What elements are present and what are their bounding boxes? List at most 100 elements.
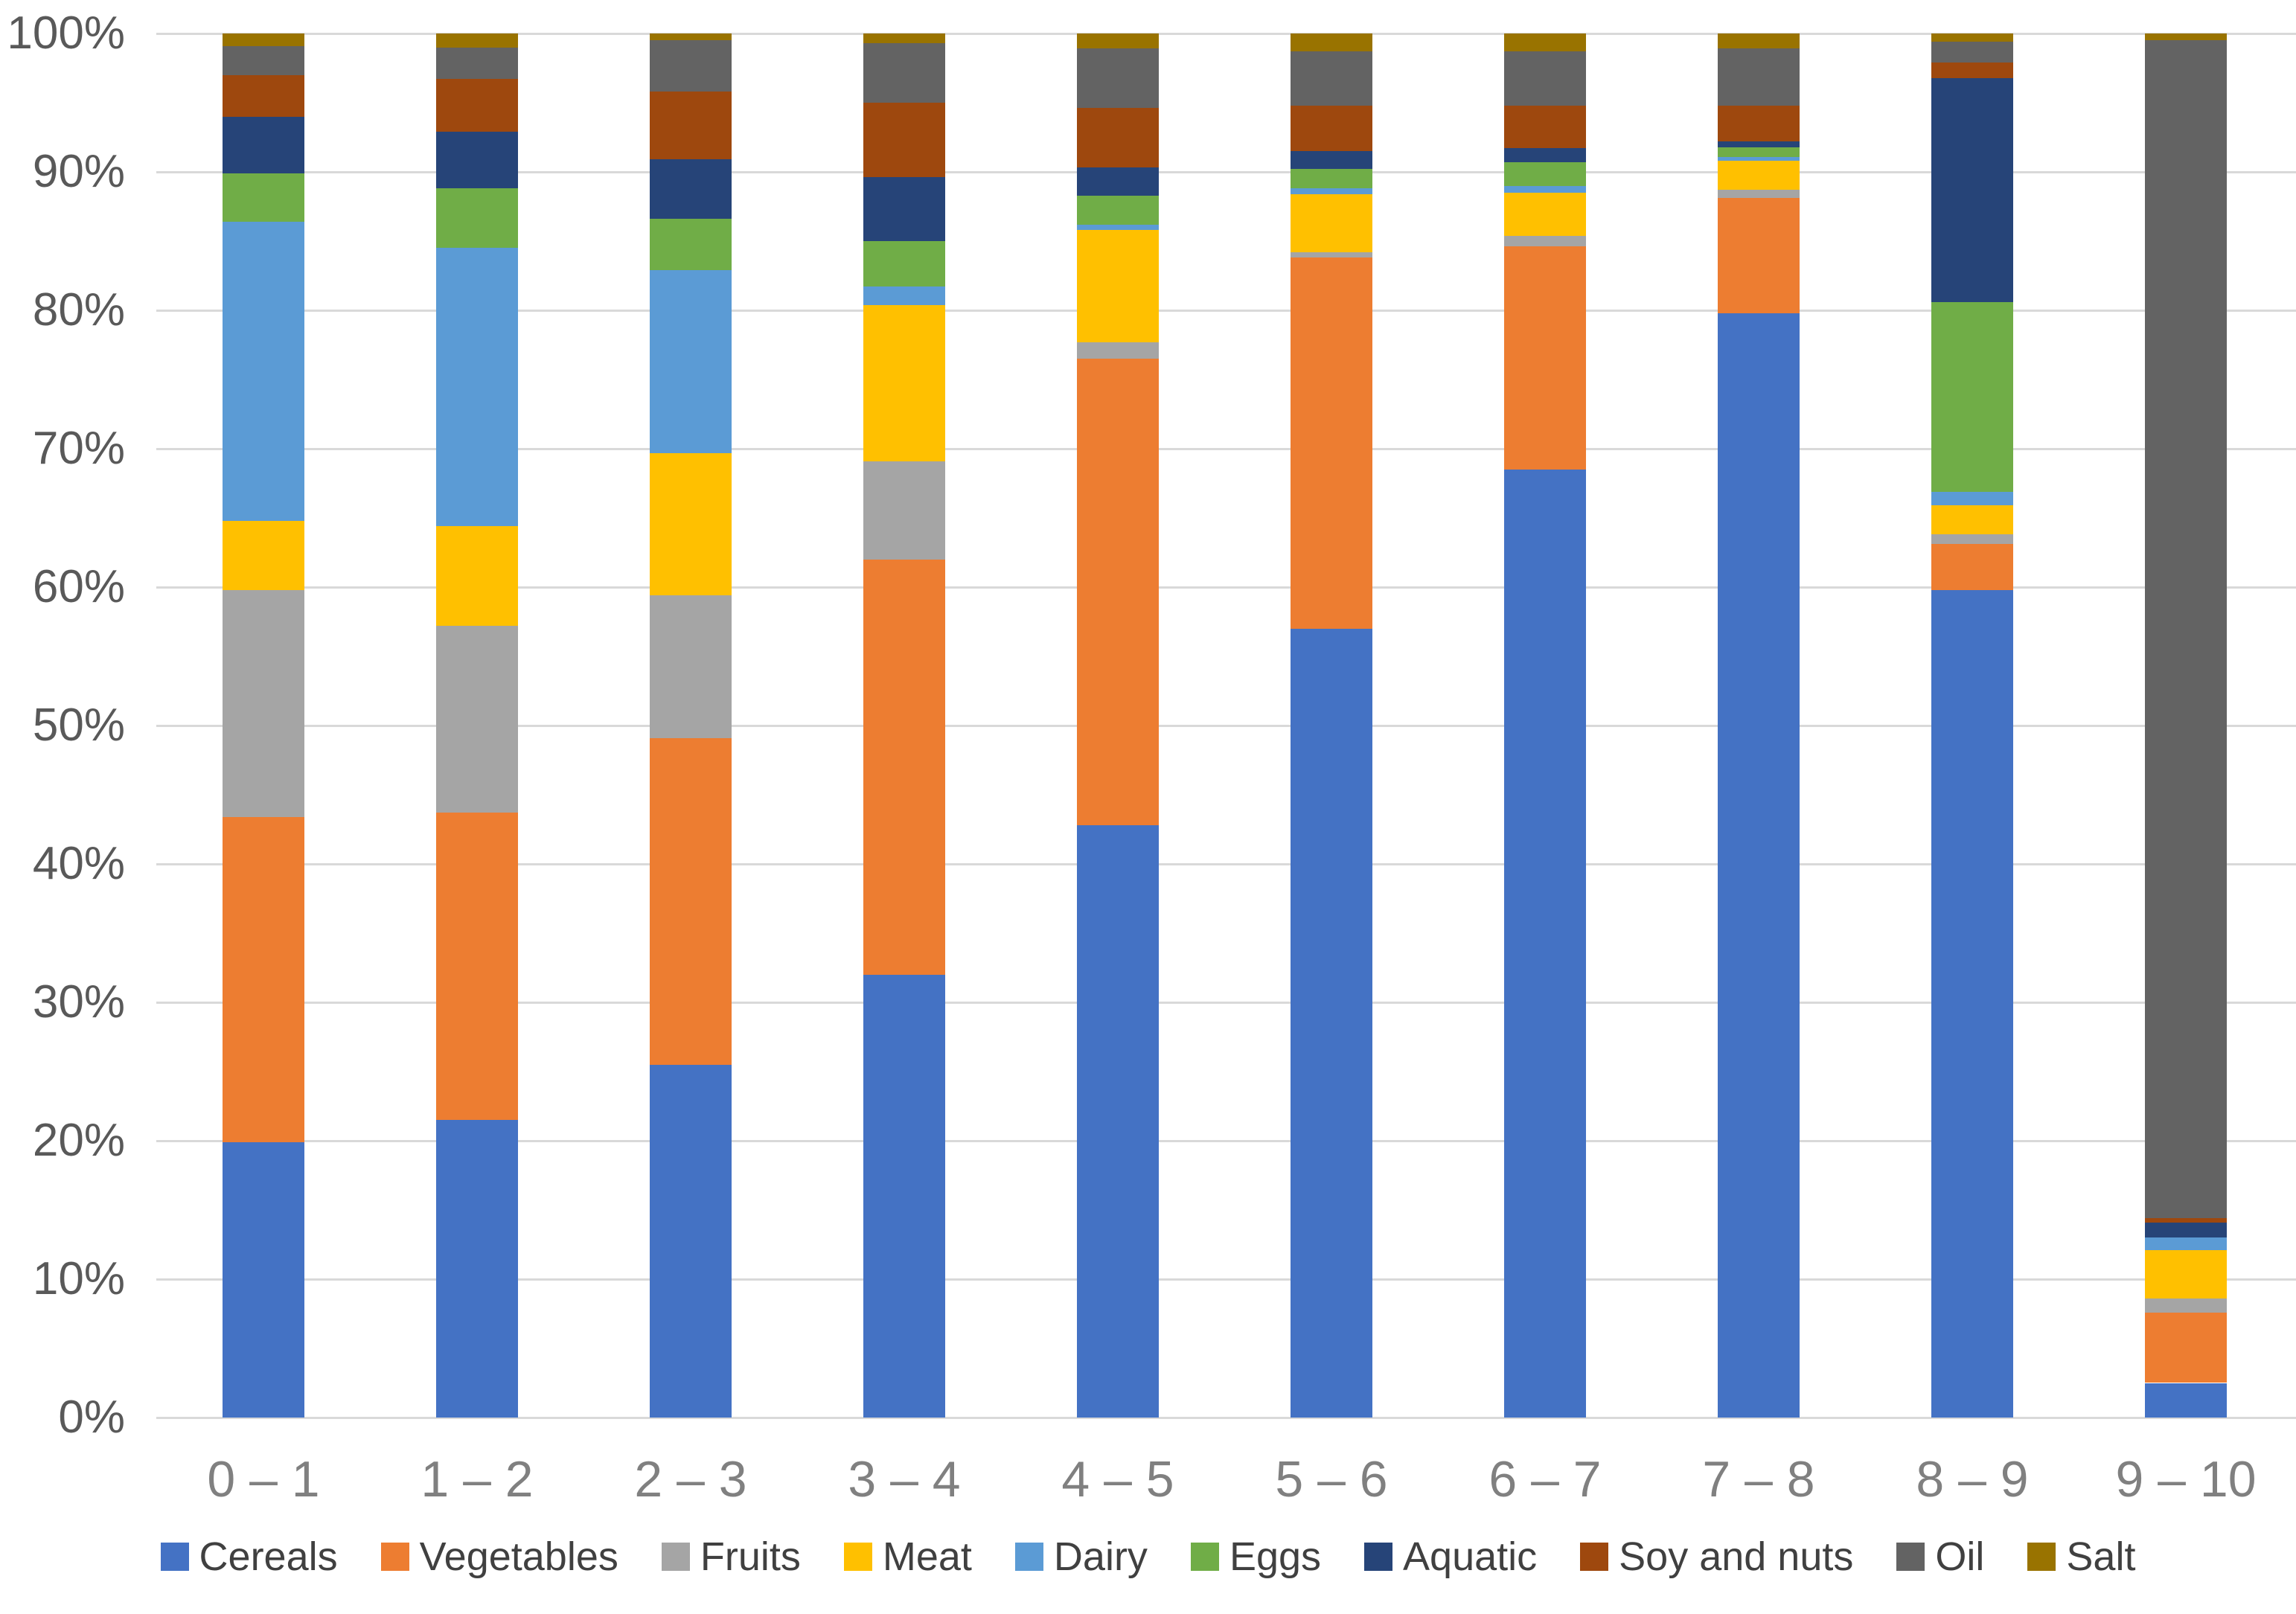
x-tick-label-7-8: 7 – 8 (1702, 1451, 1815, 1508)
x-tick-label-8-9: 8 – 9 (1916, 1451, 2029, 1508)
x-tick-label-3-4: 3 – 4 (848, 1451, 961, 1508)
segment-soy-and-nuts-0-1 (223, 74, 304, 117)
segment-salt-2-3 (650, 33, 732, 41)
segment-cereals-6-7 (1504, 469, 1586, 1418)
segment-vegetables-3-4 (863, 559, 945, 975)
segment-meat-5-6 (1291, 193, 1372, 252)
legend-item-meat: Meat (843, 1534, 972, 1579)
x-tick-label-0-1: 0 – 1 (207, 1451, 320, 1508)
segment-oil-4-5 (1077, 48, 1159, 109)
segment-soy-and-nuts-7-8 (1718, 105, 1800, 142)
segment-meat-4-5 (1077, 230, 1159, 342)
segment-meat-6-7 (1504, 192, 1586, 236)
segment-vegetables-1-2 (436, 813, 518, 1121)
segment-cereals-3-4 (863, 974, 945, 1418)
segment-vegetables-2-3 (650, 737, 732, 1065)
x-tick-label-4-5: 4 – 5 (1061, 1451, 1174, 1508)
segment-vegetables-5-6 (1291, 257, 1372, 629)
segment-eggs-7-8 (1718, 147, 1800, 157)
segment-cereals-2-3 (650, 1064, 732, 1418)
segment-salt-7-8 (1718, 33, 1800, 49)
segment-soy-and-nuts-3-4 (863, 103, 945, 178)
segment-dairy-9-10 (2145, 1237, 2227, 1250)
segment-fruits-2-3 (650, 595, 732, 738)
gridline-90 (156, 170, 2296, 173)
bar-8-9 (1931, 33, 2013, 1418)
segment-aquatic-9-10 (2145, 1222, 2227, 1238)
segment-oil-2-3 (650, 40, 732, 92)
bar-1-2 (436, 33, 518, 1418)
bar-7-8 (1718, 33, 1800, 1418)
legend-item-soy-and-nuts: Soy and nuts (1580, 1534, 1853, 1579)
legend-label-eggs: Eggs (1229, 1534, 1322, 1579)
segment-cereals-1-2 (436, 1120, 518, 1418)
gridline-0 (156, 1416, 2296, 1419)
segment-eggs-2-3 (650, 219, 732, 271)
segment-eggs-0-1 (223, 173, 304, 222)
segment-aquatic-4-5 (1077, 167, 1159, 196)
x-tick-label-6-7: 6 – 7 (1488, 1451, 1602, 1508)
legend-swatch-meat (843, 1543, 872, 1571)
bar-3-4 (863, 33, 945, 1418)
segment-salt-8-9 (1931, 33, 2013, 42)
segment-aquatic-5-6 (1291, 151, 1372, 170)
segment-meat-1-2 (436, 526, 518, 627)
segment-vegetables-7-8 (1718, 198, 1800, 313)
segment-salt-0-1 (223, 33, 304, 46)
legend-item-aquatic: Aquatic (1364, 1534, 1537, 1579)
y-tick-label-100: 100% (7, 7, 125, 59)
legend-item-eggs: Eggs (1190, 1534, 1322, 1579)
segment-fruits-3-4 (863, 461, 945, 560)
y-tick-label-50: 50% (32, 699, 125, 751)
segment-dairy-6-7 (1504, 185, 1586, 193)
gridline-10 (156, 1278, 2296, 1281)
legend-swatch-dairy (1014, 1543, 1043, 1571)
legend-label-salt: Salt (2066, 1534, 2136, 1579)
segment-meat-8-9 (1931, 505, 2013, 535)
segment-eggs-8-9 (1931, 301, 2013, 492)
segment-meat-9-10 (2145, 1249, 2227, 1299)
legend-label-soy-and-nuts: Soy and nuts (1619, 1534, 1854, 1579)
segment-eggs-4-5 (1077, 195, 1159, 225)
legend-item-cereals: Cereals (160, 1534, 338, 1579)
segment-fruits-5-6 (1291, 252, 1372, 258)
segment-salt-1-2 (436, 33, 518, 48)
legend-label-oil: Oil (1935, 1534, 1985, 1579)
segment-salt-4-5 (1077, 33, 1159, 49)
segment-cereals-0-1 (223, 1141, 304, 1418)
segment-fruits-7-8 (1718, 190, 1800, 199)
segment-dairy-5-6 (1291, 188, 1372, 194)
segment-aquatic-3-4 (863, 177, 945, 241)
segment-vegetables-9-10 (2145, 1312, 2227, 1383)
segment-eggs-5-6 (1291, 169, 1372, 189)
segment-dairy-2-3 (650, 270, 732, 453)
segment-aquatic-1-2 (436, 132, 518, 189)
segment-soy-and-nuts-1-2 (436, 79, 518, 132)
legend-item-dairy: Dairy (1014, 1534, 1148, 1579)
y-tick-label-80: 80% (32, 284, 125, 336)
y-tick-label-70: 70% (32, 423, 125, 474)
bar-9-10 (2145, 33, 2227, 1418)
y-tick-label-10: 10% (32, 1253, 125, 1304)
bar-5-6 (1291, 33, 1372, 1418)
y-tick-label-0: 0% (58, 1392, 125, 1443)
segment-aquatic-6-7 (1504, 148, 1586, 162)
segment-fruits-1-2 (436, 626, 518, 813)
legend-label-cereals: Cereals (199, 1534, 338, 1579)
x-tick-label-5-6: 5 – 6 (1275, 1451, 1388, 1508)
segment-cereals-8-9 (1931, 589, 2013, 1418)
legend-item-salt: Salt (2027, 1534, 2135, 1579)
segment-meat-0-1 (223, 520, 304, 590)
legend-swatch-eggs (1190, 1543, 1219, 1571)
segment-eggs-3-4 (863, 241, 945, 287)
legend-label-dairy: Dairy (1053, 1534, 1148, 1579)
segment-aquatic-2-3 (650, 159, 732, 220)
segment-oil-0-1 (223, 45, 304, 75)
segment-salt-3-4 (863, 33, 945, 44)
segment-salt-9-10 (2145, 33, 2227, 41)
x-tick-label-2-3: 2 – 3 (634, 1451, 747, 1508)
legend-label-vegetables: Vegetables (419, 1534, 618, 1579)
segment-vegetables-4-5 (1077, 359, 1159, 825)
segment-fruits-6-7 (1504, 235, 1586, 247)
